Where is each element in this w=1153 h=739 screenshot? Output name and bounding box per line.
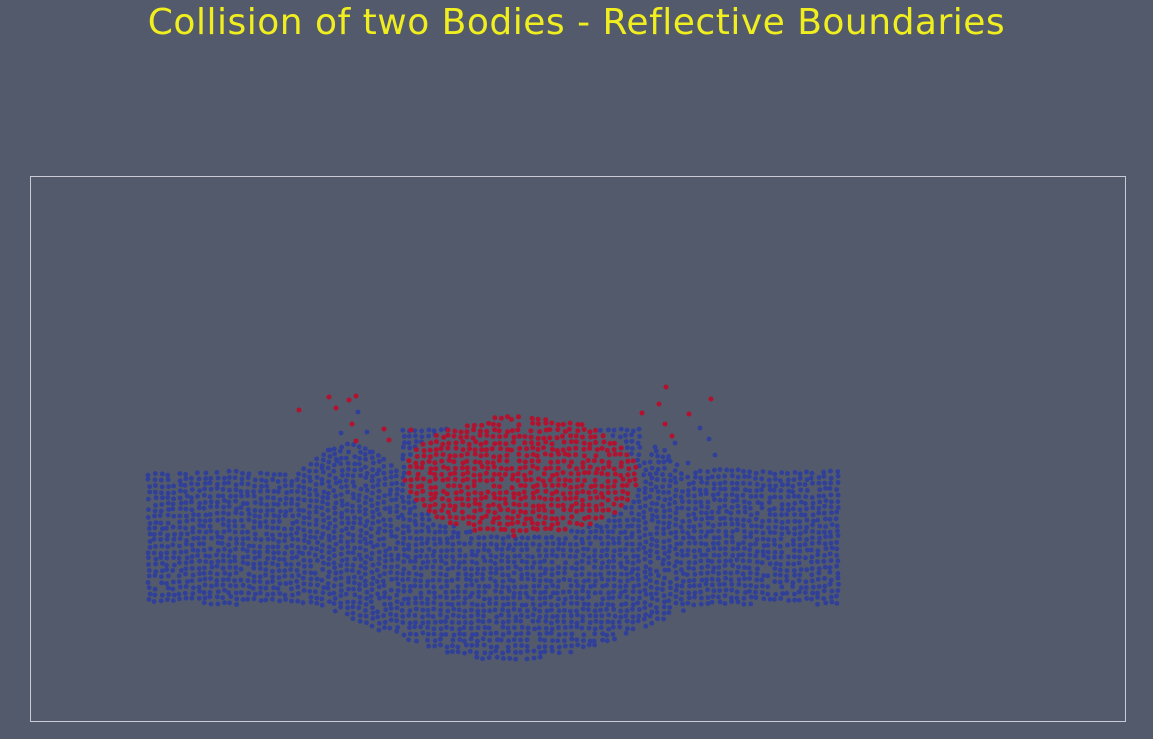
reflective-boundary-box	[30, 176, 1126, 722]
simulation-title: Collision of two Bodies - Reflective Bou…	[147, 2, 1006, 43]
lower-body-particles	[145, 409, 841, 662]
upper-body-particles	[296, 384, 714, 539]
